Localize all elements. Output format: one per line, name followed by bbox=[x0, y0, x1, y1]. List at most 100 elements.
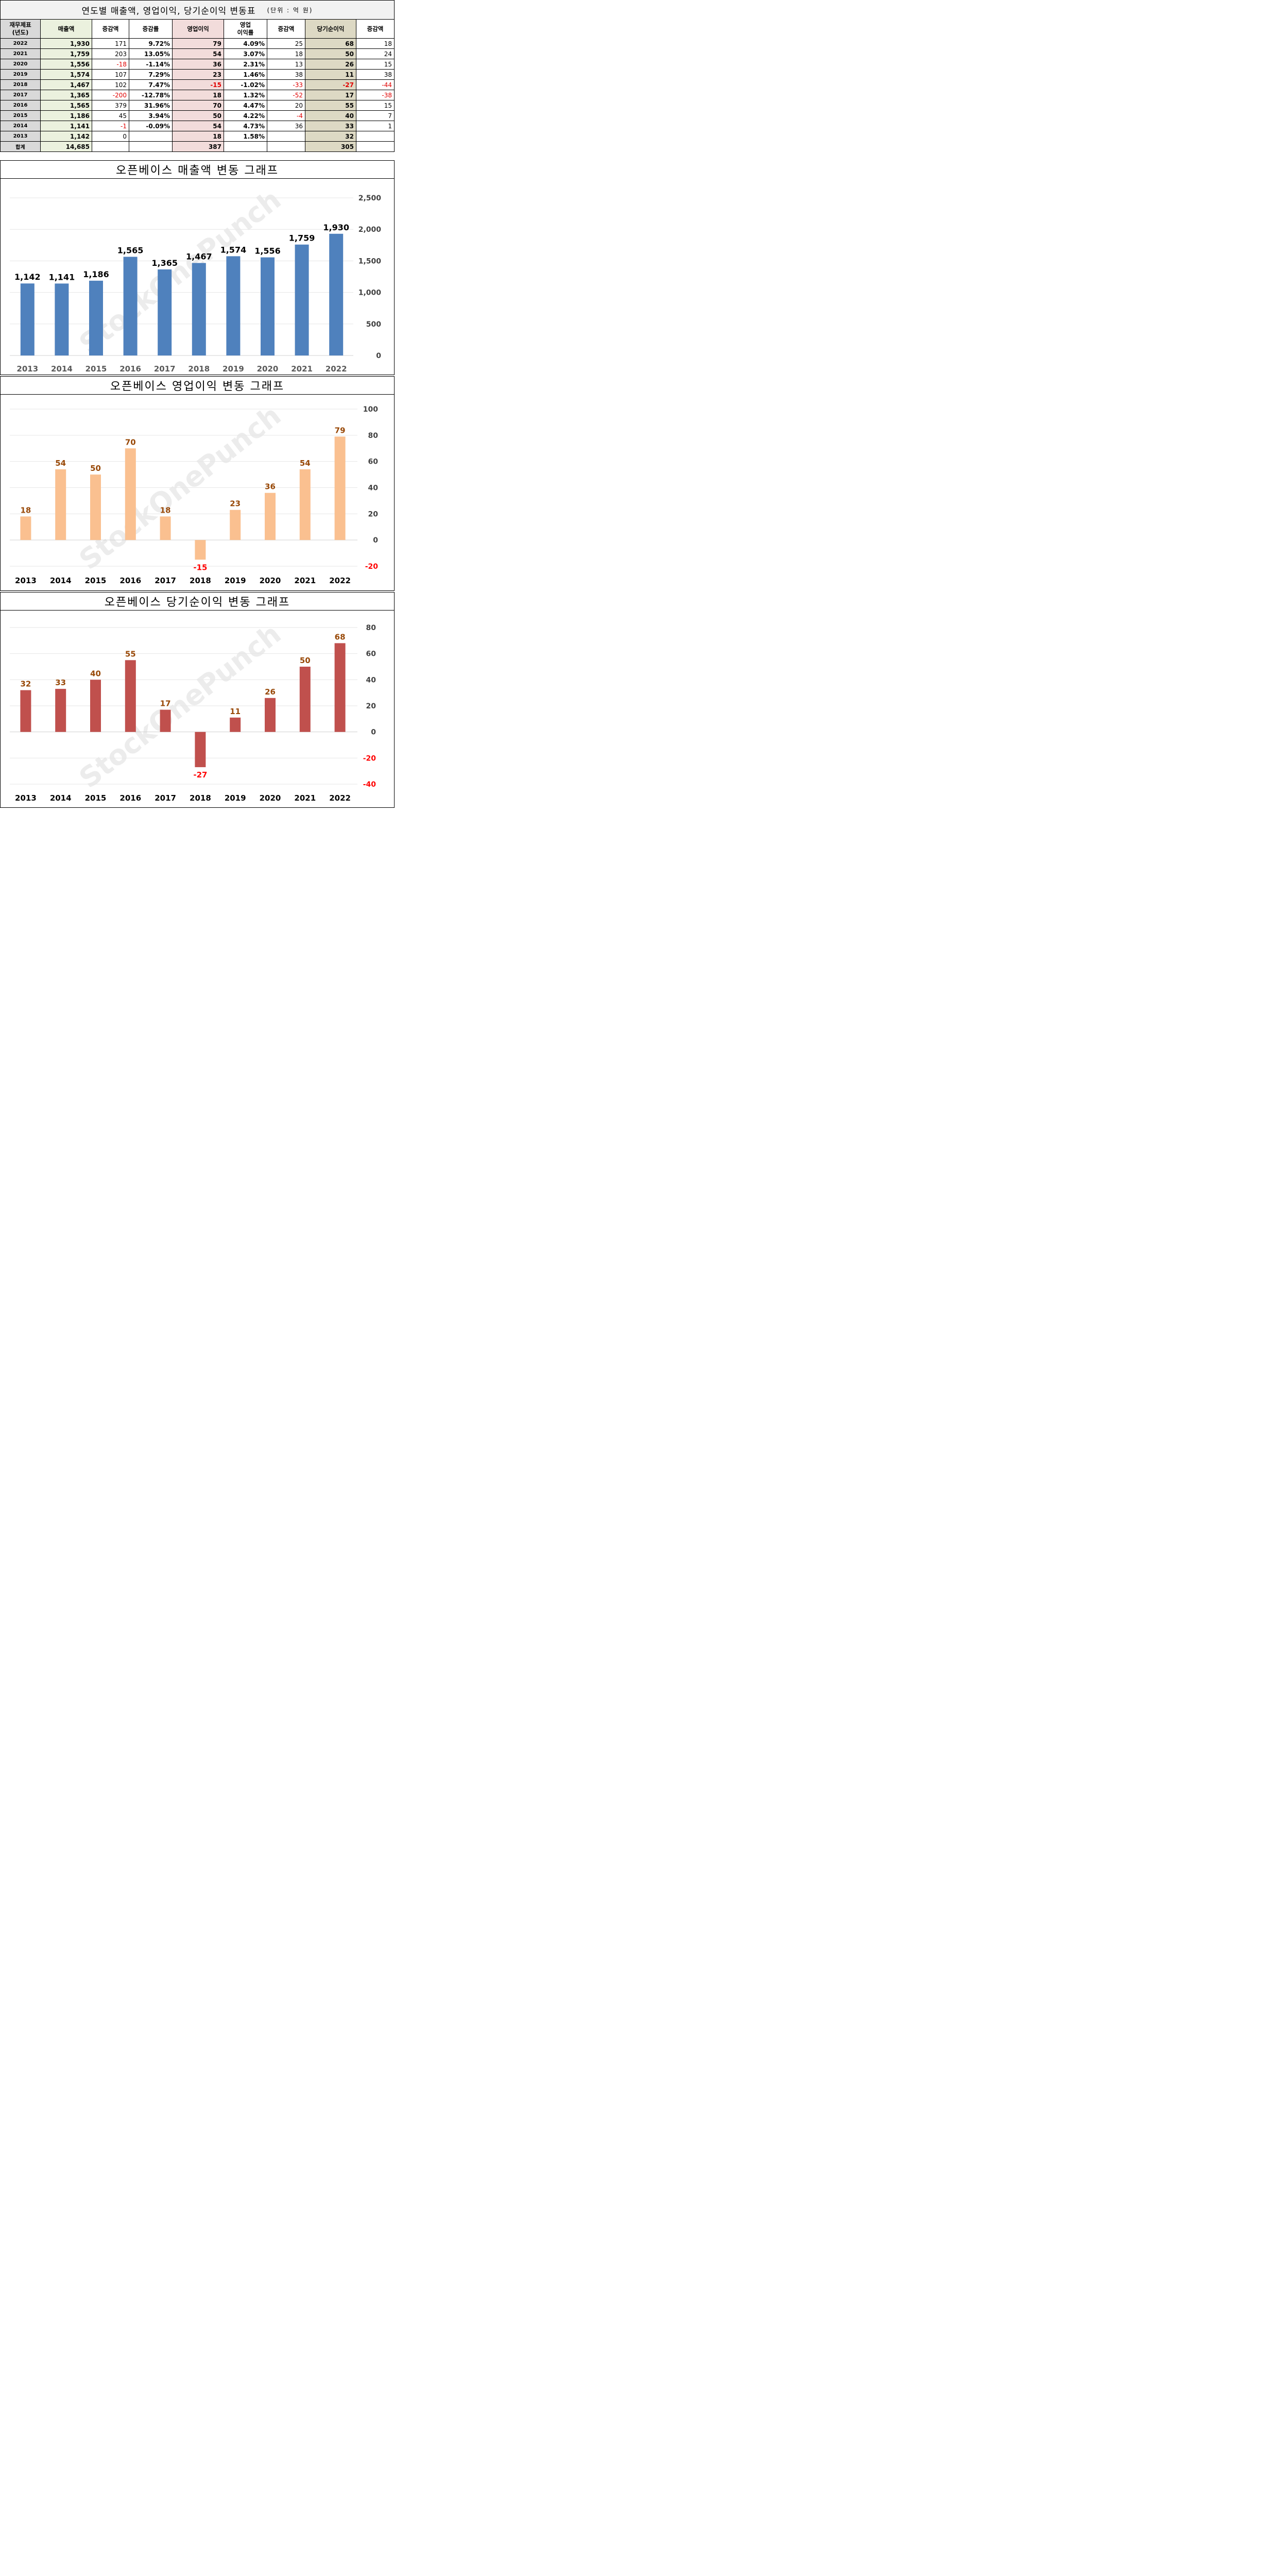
x-tick-label: 2013 bbox=[15, 793, 37, 803]
bar-2020 bbox=[265, 698, 276, 732]
cell-sales-rate: -12.78% bbox=[129, 90, 173, 100]
x-tick-label: 2019 bbox=[225, 793, 246, 803]
y-tick-label: 500 bbox=[366, 320, 381, 329]
x-tick-label: 2018 bbox=[188, 364, 210, 374]
cell-op-change: 25 bbox=[267, 38, 305, 49]
table-title-bar: 연도별 매출액, 영업이익, 당기순이익 변동표 (단위 : 억 원) bbox=[0, 0, 395, 20]
header-year: 재무제표 (년도) bbox=[0, 19, 41, 39]
x-tick-label: 2017 bbox=[155, 793, 176, 803]
x-tick-label: 2018 bbox=[190, 576, 211, 585]
x-tick-label: 2014 bbox=[50, 793, 72, 803]
cell-op-change: 20 bbox=[267, 100, 305, 111]
y-tick-label: 2,000 bbox=[358, 226, 382, 234]
operating-profit-chart-panel: 오픈베이스 영업이익 변동 그래프 StockOnePunch -20 0 20 40 6… bbox=[0, 376, 395, 591]
cell-sales: 1,574 bbox=[40, 69, 92, 80]
header-sales-rate: 증감률 bbox=[129, 19, 173, 39]
bar-2015 bbox=[89, 280, 103, 355]
cell-sales-change: 203 bbox=[92, 48, 129, 59]
cell-net: 32 bbox=[305, 131, 356, 142]
data-label: 23 bbox=[230, 499, 241, 509]
cell-op: 50 bbox=[172, 110, 224, 121]
cell-year: 2020 bbox=[0, 59, 41, 70]
table-total-row: 합계 14,685 387 305 bbox=[0, 141, 395, 152]
bar-2013 bbox=[20, 516, 31, 540]
table-row: 2015 1,186 45 3.94% 50 4.22% -4 40 7 bbox=[0, 110, 395, 121]
table-row: 2016 1,565 379 31.96% 70 4.47% 20 55 15 bbox=[0, 100, 395, 111]
y-tick-label: 80 bbox=[366, 624, 376, 632]
table-row: 2017 1,365 -200 -12.78% 18 1.32% -52 17 -38 bbox=[0, 90, 395, 100]
y-tick-label: 2,500 bbox=[358, 194, 382, 202]
cell-net: 33 bbox=[305, 121, 356, 131]
cell-sales-change: 171 bbox=[92, 38, 129, 49]
cell-sales: 1,556 bbox=[40, 59, 92, 70]
data-label: 1,556 bbox=[254, 246, 281, 256]
cell-sales-rate: -1.14% bbox=[129, 59, 173, 70]
bar-2021 bbox=[299, 469, 311, 540]
cell-net: 68 bbox=[305, 38, 356, 49]
cell-net: 11 bbox=[305, 69, 356, 80]
cell-year: 2017 bbox=[0, 90, 41, 100]
y-tick-label: 20 bbox=[368, 510, 379, 518]
cell-op-change bbox=[267, 141, 305, 152]
y-tick-label: 40 bbox=[368, 484, 379, 493]
financial-table-section: 연도별 매출액, 영업이익, 당기순이익 변동표 (단위 : 억 원) 재무제표… bbox=[0, 0, 395, 156]
x-tick-label: 2020 bbox=[260, 576, 281, 585]
cell-year: 2016 bbox=[0, 100, 41, 111]
cell-net: 17 bbox=[305, 90, 356, 100]
operating-profit-chart-title: 오픈베이스 영업이익 변동 그래프 bbox=[1, 377, 394, 395]
data-label: 1,467 bbox=[186, 251, 212, 261]
y-tick-label: 40 bbox=[366, 676, 376, 684]
data-label: 17 bbox=[160, 699, 171, 708]
bar-2017 bbox=[158, 269, 172, 355]
bar-2014 bbox=[55, 283, 69, 355]
header-net: 당기순이익 bbox=[305, 19, 356, 39]
x-tick-label: 2015 bbox=[85, 576, 107, 585]
y-tick-label: 100 bbox=[363, 405, 378, 414]
cell-year: 2021 bbox=[0, 48, 41, 59]
data-label: 1,759 bbox=[289, 233, 315, 243]
bar-2019 bbox=[230, 510, 241, 540]
cell-sales: 1,565 bbox=[40, 100, 92, 111]
bar-2017 bbox=[160, 516, 171, 540]
data-label: 50 bbox=[90, 464, 101, 473]
cell-sales: 1,365 bbox=[40, 90, 92, 100]
sales-chart-panel: 오픈베이스 매출액 변동 그래프 StockOnePunch 0 500 1,000 1… bbox=[0, 160, 395, 375]
data-label: 18 bbox=[20, 505, 31, 515]
x-tick-label: 2019 bbox=[225, 576, 246, 585]
table-title: 연도별 매출액, 영업이익, 당기순이익 변동표 bbox=[81, 6, 256, 16]
bar-2016 bbox=[125, 660, 136, 732]
x-tick-label: 2015 bbox=[85, 364, 107, 374]
cell-net: 55 bbox=[305, 100, 356, 111]
header-net-change: 증감액 bbox=[356, 19, 395, 39]
y-tick-label: 0 bbox=[371, 728, 376, 737]
cell-sales-change: 102 bbox=[92, 79, 129, 90]
header-op-change: 증감액 bbox=[267, 19, 305, 39]
x-tick-label: 2015 bbox=[85, 793, 107, 803]
financial-table: 재무제표 (년도) 매출액 증감액 증감률 영업이익 영업 이익률 증감액 당기순이… bbox=[0, 19, 395, 152]
x-tick-label: 2022 bbox=[326, 364, 347, 374]
cell-sales-change: -200 bbox=[92, 90, 129, 100]
cell-op-margin: 4.73% bbox=[224, 121, 267, 131]
x-tick-label: 2021 bbox=[294, 576, 316, 585]
cell-net-change: 18 bbox=[356, 38, 395, 49]
cell-op-margin: -1.02% bbox=[224, 79, 267, 90]
cell-net: 40 bbox=[305, 110, 356, 121]
cell-op-margin: 1.32% bbox=[224, 90, 267, 100]
bar-2013 bbox=[20, 690, 31, 732]
bar-2014 bbox=[55, 469, 66, 540]
data-label: 1,565 bbox=[117, 245, 144, 255]
data-label: -27 bbox=[193, 770, 207, 779]
cell-net-change: 15 bbox=[356, 100, 395, 111]
cell-net-change: 7 bbox=[356, 110, 395, 121]
data-label: 50 bbox=[300, 656, 311, 665]
y-tick-label: 60 bbox=[368, 458, 379, 466]
data-label: 40 bbox=[90, 669, 101, 678]
cell-year: 합계 bbox=[0, 141, 41, 152]
cell-sales: 1,186 bbox=[40, 110, 92, 121]
bar-2020 bbox=[261, 257, 275, 355]
page: 연도별 매출액, 영업이익, 당기순이익 변동표 (단위 : 억 원) 재무제표… bbox=[0, 0, 395, 808]
data-label: 1,142 bbox=[14, 272, 41, 282]
bar-2019 bbox=[226, 256, 241, 355]
cell-net: 305 bbox=[305, 141, 356, 152]
data-label: 1,141 bbox=[49, 272, 75, 282]
